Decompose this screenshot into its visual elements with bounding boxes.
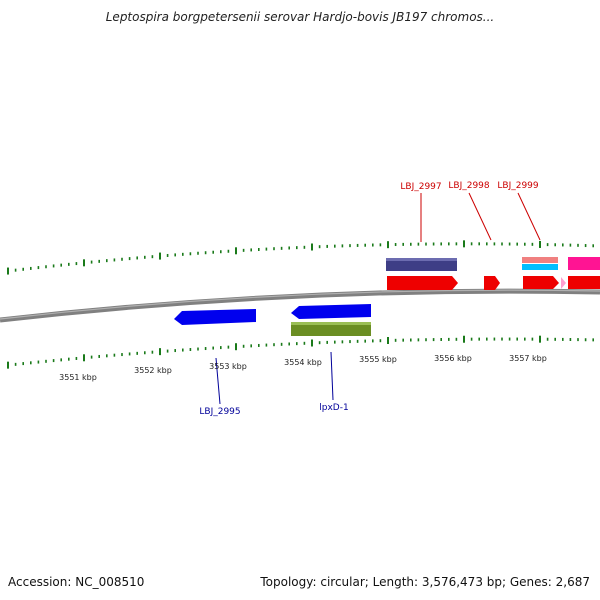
genome-title: Leptospira borgpetersenii serovar Hardjo… bbox=[105, 10, 495, 24]
ruler-label: 3555 kbp bbox=[359, 355, 397, 364]
feature-cyan[interactable] bbox=[522, 264, 558, 270]
ruler-label: 3552 kbp bbox=[134, 366, 172, 375]
connector-lbj-2995 bbox=[215, 357, 221, 405]
upper-tick-track bbox=[7, 240, 595, 275]
ruler-label: 3554 kbp bbox=[284, 358, 322, 367]
gene-lpxd-1[interactable] bbox=[291, 304, 371, 319]
gene-lbj-2998[interactable] bbox=[484, 276, 500, 290]
feature-pink[interactable] bbox=[522, 257, 558, 263]
feature-olive-highlight bbox=[291, 322, 371, 325]
gene-lbj-2995[interactable] bbox=[174, 309, 256, 325]
gene-label-lbj-2999[interactable]: LBJ_2999 bbox=[497, 181, 539, 191]
chromosome-backbone bbox=[0, 288, 600, 323]
upper-label-connectors bbox=[420, 192, 541, 242]
gene-labels: LBJ_2997 LBJ_2998 LBJ_2999 LBJ_2995 lpxD… bbox=[199, 181, 539, 417]
feature-magenta[interactable] bbox=[568, 257, 600, 270]
gene-forward-edge[interactable] bbox=[568, 276, 600, 289]
lower-tick-track bbox=[7, 335, 595, 369]
accession-text: Accession: NC_008510 bbox=[8, 575, 145, 589]
gene-label-lbj-2997[interactable]: LBJ_2997 bbox=[400, 182, 441, 192]
connector-lpxd-1 bbox=[330, 351, 334, 401]
ruler-labels: 3551 kbp 3552 kbp 3553 kbp 3554 kbp 3555… bbox=[59, 354, 547, 382]
ruler-label: 3553 kbp bbox=[209, 362, 247, 371]
feature-olive[interactable] bbox=[291, 322, 371, 336]
ruler-label: 3556 kbp bbox=[434, 354, 472, 363]
gene-lbj-2997[interactable] bbox=[387, 276, 458, 290]
reverse-features bbox=[174, 304, 371, 336]
feature-pink-arrow bbox=[561, 277, 566, 289]
feature-navy-highlight bbox=[386, 258, 457, 261]
gene-label-lbj-2995[interactable]: LBJ_2995 bbox=[199, 407, 240, 417]
genome-summary-text: Topology: circular; Length: 3,576,473 bp… bbox=[260, 575, 590, 589]
gene-label-lbj-2998[interactable]: LBJ_2998 bbox=[448, 181, 490, 191]
lower-label-connectors bbox=[215, 351, 334, 405]
connector-lbj-2999 bbox=[517, 192, 541, 241]
ruler-label: 3551 kbp bbox=[59, 373, 97, 382]
forward-features bbox=[386, 257, 600, 290]
gene-label-lpxd-1[interactable]: lpxD-1 bbox=[319, 403, 348, 413]
ruler-label: 3557 kbp bbox=[509, 354, 547, 363]
feature-navy[interactable] bbox=[386, 258, 457, 271]
gene-lbj-2999[interactable] bbox=[523, 276, 559, 289]
connector-lbj-2998 bbox=[468, 192, 492, 241]
chromosome-backbone-highlight bbox=[0, 289, 600, 320]
